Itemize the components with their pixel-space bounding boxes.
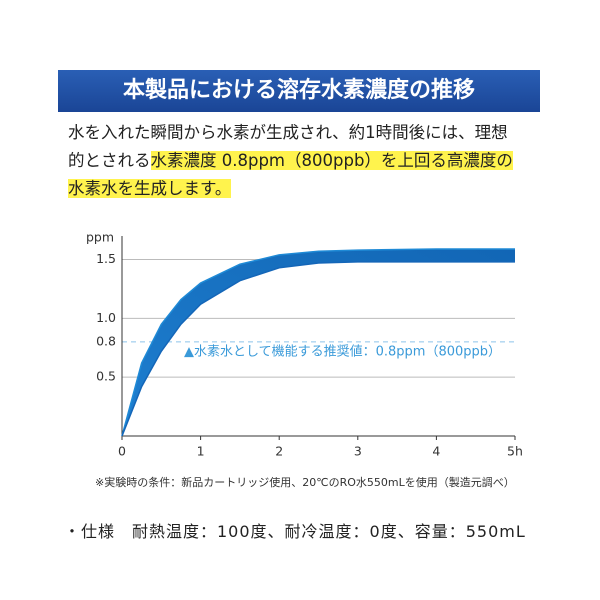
highlight-text: 水素水を生成します。 — [68, 179, 232, 198]
x-tick-label: 5h — [507, 444, 523, 459]
spec: ・仕様 耐熱温度：100度、耐冷温度：0度、容量：550mL — [64, 522, 526, 541]
x-tick-label: 0 — [118, 444, 126, 459]
y-axis-label: ppm — [86, 230, 114, 245]
band-edge — [121, 261, 515, 437]
highlight-text: 水素濃度 0.8ppm（800ppb）を上回る高濃度の — [150, 151, 513, 170]
note: ※実験時の条件：新品カートリッジ使用、20℃のRO水550mLを使用（製造元調べ… — [95, 476, 515, 489]
description-text: 的とされる — [68, 151, 151, 170]
band — [122, 248, 515, 436]
description-line: 的とされる水素濃度 0.8ppm（800ppb）を上回る高濃度の — [68, 148, 513, 174]
y-tick-label: 1.0 — [96, 310, 116, 325]
y-tick-label: 1.5 — [96, 251, 116, 266]
x-tick-label: 3 — [354, 444, 362, 459]
x-tick-label: 1 — [197, 444, 205, 459]
y-tick-label: 0.8 — [96, 333, 116, 348]
description-line: 水素水を生成します。 — [68, 176, 232, 202]
chart-title: 本製品における溶存水素濃度の推移 — [58, 70, 540, 112]
x-tick-label: 4 — [432, 444, 440, 459]
x-tick-label: 2 — [275, 444, 283, 459]
y-tick-label: 0.5 — [96, 369, 116, 384]
description-line: 水を入れた瞬間から水素が生成され、約1時間後には、理想 — [68, 123, 508, 142]
threshold-label: ▲水素水として機能する推奨値：0.8ppm（800ppb） — [184, 344, 501, 360]
band-edge — [121, 248, 515, 437]
